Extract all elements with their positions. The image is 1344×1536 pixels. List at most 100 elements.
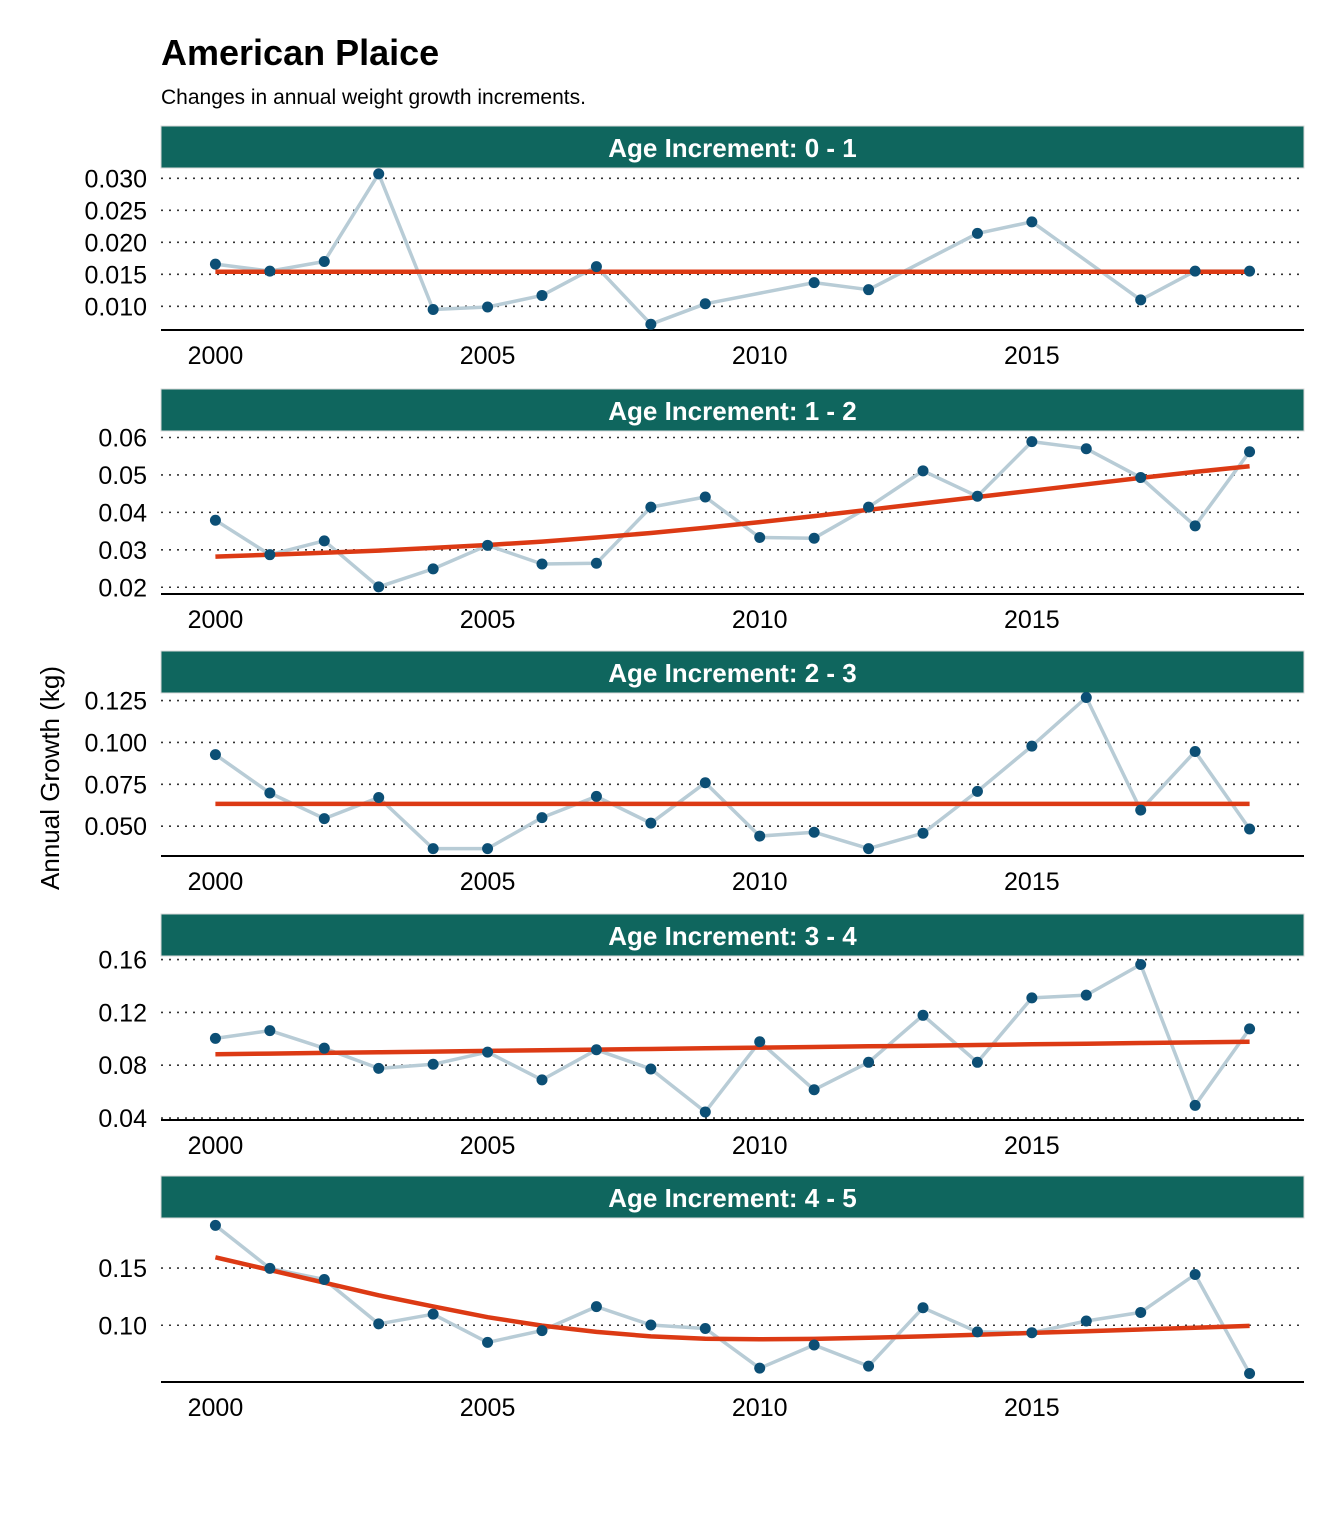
- y-tick-label: 0.05: [98, 462, 147, 490]
- data-point: [482, 1046, 494, 1058]
- data-point: [427, 1308, 439, 1320]
- data-point: [645, 1319, 657, 1331]
- data-point: [971, 227, 983, 239]
- data-point: [373, 1318, 385, 1330]
- data-point: [482, 301, 494, 313]
- y-tick-label: 0.050: [84, 813, 147, 841]
- data-point: [917, 1302, 929, 1314]
- x-tick-label: 2010: [732, 1132, 788, 1160]
- data-point: [754, 531, 766, 543]
- facet-panel-3: Age Increment: 2 - 3 0.050 0.075 0.100 0.125…: [84, 650, 1305, 896]
- data-point: [1026, 740, 1038, 752]
- data-point: [754, 830, 766, 842]
- data-point: [1135, 1306, 1147, 1318]
- data-point: [318, 256, 330, 268]
- facet-panel-4: Age Increment: 3 - 4 0.04 0.08 0.12 0.16 2000…: [98, 913, 1305, 1160]
- facet-panel-1: Age Increment: 0 - 1 0.010 0.015 0.020 0.025…: [84, 125, 1305, 370]
- trend-line: [214, 1255, 1250, 1342]
- data-point: [645, 318, 657, 330]
- x-tick-label: 2005: [460, 1132, 516, 1160]
- data-point: [1244, 1368, 1256, 1380]
- data-point: [1080, 1315, 1092, 1327]
- data-point: [536, 1325, 548, 1337]
- x-tick-label: 2005: [460, 606, 516, 634]
- data-point: [1189, 520, 1201, 532]
- data-point: [536, 558, 548, 570]
- data-point: [1189, 265, 1201, 277]
- data-point: [1189, 1268, 1201, 1280]
- x-tick-label: 2005: [460, 342, 516, 370]
- facet-strip: [160, 125, 1305, 169]
- data-point: [808, 826, 820, 838]
- data-point: [863, 501, 875, 513]
- data-point: [373, 792, 385, 804]
- x-tick-label: 2000: [188, 1132, 244, 1160]
- data-point: [318, 1273, 330, 1285]
- data-point: [264, 1262, 276, 1274]
- data-point: [917, 1009, 929, 1021]
- data-point: [427, 1058, 439, 1070]
- data-point: [209, 749, 221, 761]
- data-point: [1026, 216, 1038, 228]
- data-point: [1244, 446, 1256, 458]
- data-point: [1080, 989, 1092, 1001]
- data-point: [264, 787, 276, 799]
- data-point: [264, 265, 276, 277]
- y-tick-label: 0.15: [98, 1255, 147, 1283]
- x-tick-label: 2015: [1004, 868, 1060, 896]
- data-point: [1026, 436, 1038, 448]
- y-tick-label: 0.08: [98, 1052, 147, 1080]
- data-point: [754, 1036, 766, 1048]
- facet-strip-label: Age Increment: 3 - 4: [608, 921, 857, 951]
- x-tick-label: 2000: [188, 1394, 244, 1422]
- data-point: [863, 843, 875, 855]
- data-point: [808, 1339, 820, 1351]
- data-point: [373, 168, 385, 180]
- facet-strip-label: Age Increment: 2 - 3: [608, 658, 857, 688]
- data-point: [971, 1326, 983, 1338]
- x-tick-label: 2015: [1004, 606, 1060, 634]
- data-point: [1135, 804, 1147, 816]
- facet-strip: [160, 1175, 1305, 1219]
- data-point: [590, 261, 602, 273]
- y-tick-label: 0.010: [84, 293, 147, 321]
- x-tick-label: 2000: [188, 606, 244, 634]
- data-point: [536, 812, 548, 824]
- data-point: [209, 514, 221, 526]
- data-point: [1244, 265, 1256, 277]
- data-point: [427, 563, 439, 575]
- data-point: [1135, 958, 1147, 970]
- y-tick-label: 0.04: [98, 499, 147, 527]
- series-line: [215, 962, 1252, 1114]
- data-point: [1080, 692, 1092, 704]
- y-tick-label: 0.10: [98, 1312, 147, 1340]
- x-tick-label: 2015: [1004, 1132, 1060, 1160]
- data-point: [590, 1301, 602, 1313]
- trend-line: [215, 464, 1250, 559]
- data-point: [590, 1044, 602, 1056]
- data-point: [917, 827, 929, 839]
- x-tick-label: 2010: [732, 1394, 788, 1422]
- x-tick-label: 2005: [460, 868, 516, 896]
- data-point: [590, 557, 602, 569]
- data-point: [373, 1062, 385, 1074]
- facet-strip: [160, 388, 1305, 432]
- data-point: [209, 1032, 221, 1044]
- data-point: [1189, 745, 1201, 757]
- data-point: [808, 532, 820, 544]
- data-point: [1135, 294, 1147, 306]
- x-tick-label: 2000: [188, 342, 244, 370]
- facet-strip: [160, 913, 1305, 957]
- data-point: [427, 304, 439, 316]
- x-tick-label: 2015: [1004, 342, 1060, 370]
- y-tick-label: 0.06: [98, 424, 147, 452]
- data-point: [699, 298, 711, 310]
- data-point: [264, 1025, 276, 1037]
- data-point: [699, 491, 711, 503]
- data-point: [917, 465, 929, 477]
- y-tick-label: 0.02: [98, 574, 147, 602]
- facet-strip: [160, 650, 1305, 694]
- data-point: [808, 277, 820, 289]
- data-point: [536, 1074, 548, 1086]
- data-point: [863, 1056, 875, 1068]
